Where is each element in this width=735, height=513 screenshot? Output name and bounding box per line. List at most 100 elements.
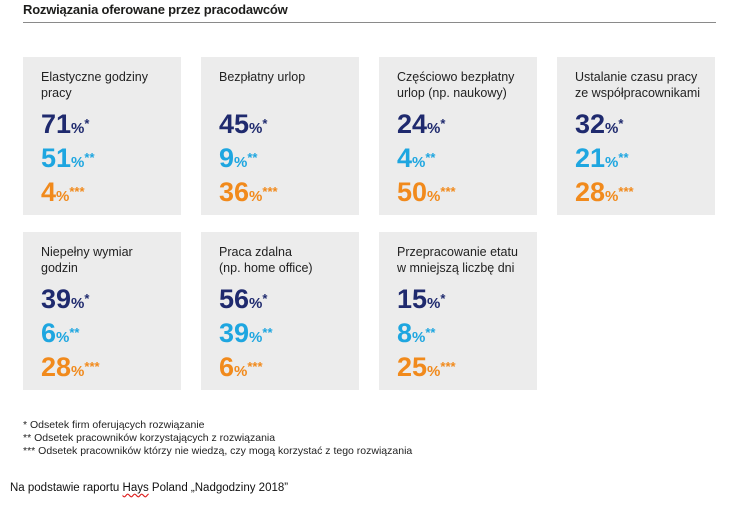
card-label-line: Przepracowanie etatu [397,245,518,259]
value-series-1: 71%* [41,109,181,143]
footnote-marker: ** [618,150,629,165]
card-label: Elastyczne godziny pracy [41,69,181,105]
value-number: 6 [41,318,57,348]
percent-sign: % [234,154,248,171]
footnote-marker: * [440,116,446,131]
stat-card: Elastyczne godziny pracy 71%* 51%** 4%*** [23,57,181,215]
title-divider [23,22,716,23]
stat-card: Ustalanie czasu pracy ze współpracownikam… [557,57,715,215]
footnote-2: ** Odsetek pracowników korzystających z … [23,432,276,444]
value-number: 8 [397,318,413,348]
percent-sign: % [249,120,263,137]
value-number: 56 [219,284,250,314]
value-number: 36 [219,177,250,207]
source-flagged-word: Hays [122,482,149,494]
footnote-marker: * [440,291,446,306]
percent-sign: % [427,188,441,205]
value-series-3: 6%*** [219,352,359,386]
percent-sign: % [427,363,441,380]
percent-sign: % [427,295,441,312]
card-label-line [219,85,359,101]
value-number: 28 [41,352,72,382]
value-number: 25 [397,352,428,382]
value-series-2: 4%** [397,143,537,177]
value-series-2: 8%** [397,318,537,352]
percent-sign: % [71,154,85,171]
value-series-3: 28%*** [41,352,181,386]
value-series-3: 50%*** [397,177,537,211]
value-number: 24 [397,109,428,139]
value-number: 39 [41,284,72,314]
value-series-2: 21%** [575,143,715,177]
footnote-marker: ** [69,325,80,340]
footnote-marker: ** [247,150,258,165]
value-number: 71 [41,109,72,139]
percent-sign: % [71,295,85,312]
value-series-3: 28%*** [575,177,715,211]
footnotes: * Odsetek firm oferujących rozwiązanie *… [23,419,412,458]
card-label: Ustalanie czasu pracy ze współpracownikam… [575,69,715,105]
card-label-line: Praca zdalna [219,245,292,259]
card-label-line: Bezpłatny urlop [219,70,306,84]
value-series-2: 6%** [41,318,181,352]
value-series-1: 24%* [397,109,537,143]
card-label: Praca zdalna (np. home office) [219,244,359,280]
card-label: Częściowo bezpłatny urlop (np. naukowy) [397,69,537,105]
source-note: Na podstawie raportu Hays Poland „Nadgod… [10,482,288,494]
percent-sign: % [412,154,426,171]
stat-card: Niepełny wymiar godzin 39%* 6%** 28%*** [23,232,181,390]
value-series-1: 39%* [41,284,181,318]
percent-sign: % [56,329,70,346]
percent-sign: % [71,363,85,380]
footnote-marker: * [84,116,90,131]
value-number: 9 [219,143,235,173]
percent-sign: % [605,188,619,205]
card-label-line: Elastyczne godziny [41,70,149,84]
footnote-marker: ** [425,150,436,165]
source-text-before: Na podstawie raportu [10,482,123,494]
card-label: Przepracowanie etatu w mniejszą liczbę dn… [397,244,537,280]
value-number: 32 [575,109,606,139]
value-number: 4 [41,177,57,207]
value-number: 51 [41,143,72,173]
percent-sign: % [249,295,263,312]
footnote-marker: *** [440,359,456,374]
value-series-3: 4%*** [41,177,181,211]
value-number: 6 [219,352,235,382]
value-series-2: 39%** [219,318,359,352]
chart-title: Rozwiązania oferowane przez pracodawców [23,2,288,17]
percent-sign: % [412,329,426,346]
percent-sign: % [605,154,619,171]
value-number: 4 [397,143,413,173]
value-series-2: 51%** [41,143,181,177]
card-label-line: ze współpracownikami [575,86,701,100]
stat-card: Przepracowanie etatu w mniejszą liczbę dn… [379,232,537,390]
percent-sign: % [605,120,619,137]
footnote-marker: * [618,116,624,131]
card-label-line: Niepełny wymiar [41,245,133,259]
footnote-3: *** Odsetek pracowników którzy nie wiedz… [23,445,413,457]
footnote-marker: * [84,291,90,306]
footnote-marker: ** [84,150,95,165]
value-number: 45 [219,109,250,139]
value-number: 50 [397,177,428,207]
value-number: 15 [397,284,428,314]
value-series-1: 56%* [219,284,359,318]
value-number: 39 [219,318,250,348]
footnote-marker: ** [425,325,436,340]
percent-sign: % [234,363,248,380]
footnote-marker: *** [69,184,85,199]
footnote-marker: *** [247,359,263,374]
percent-sign: % [56,188,70,205]
footnote-marker: * [262,291,268,306]
value-series-3: 25%*** [397,352,537,386]
footnote-marker: ** [262,325,273,340]
card-label: Bezpłatny urlop [219,69,359,105]
stat-card: Częściowo bezpłatny urlop (np. naukowy) 24… [379,57,537,215]
percent-sign: % [71,120,85,137]
value-number: 28 [575,177,606,207]
card-label-line: Ustalanie czasu pracy [575,70,698,84]
footnote-marker: *** [440,184,456,199]
percent-sign: % [427,120,441,137]
value-number: 21 [575,143,606,173]
